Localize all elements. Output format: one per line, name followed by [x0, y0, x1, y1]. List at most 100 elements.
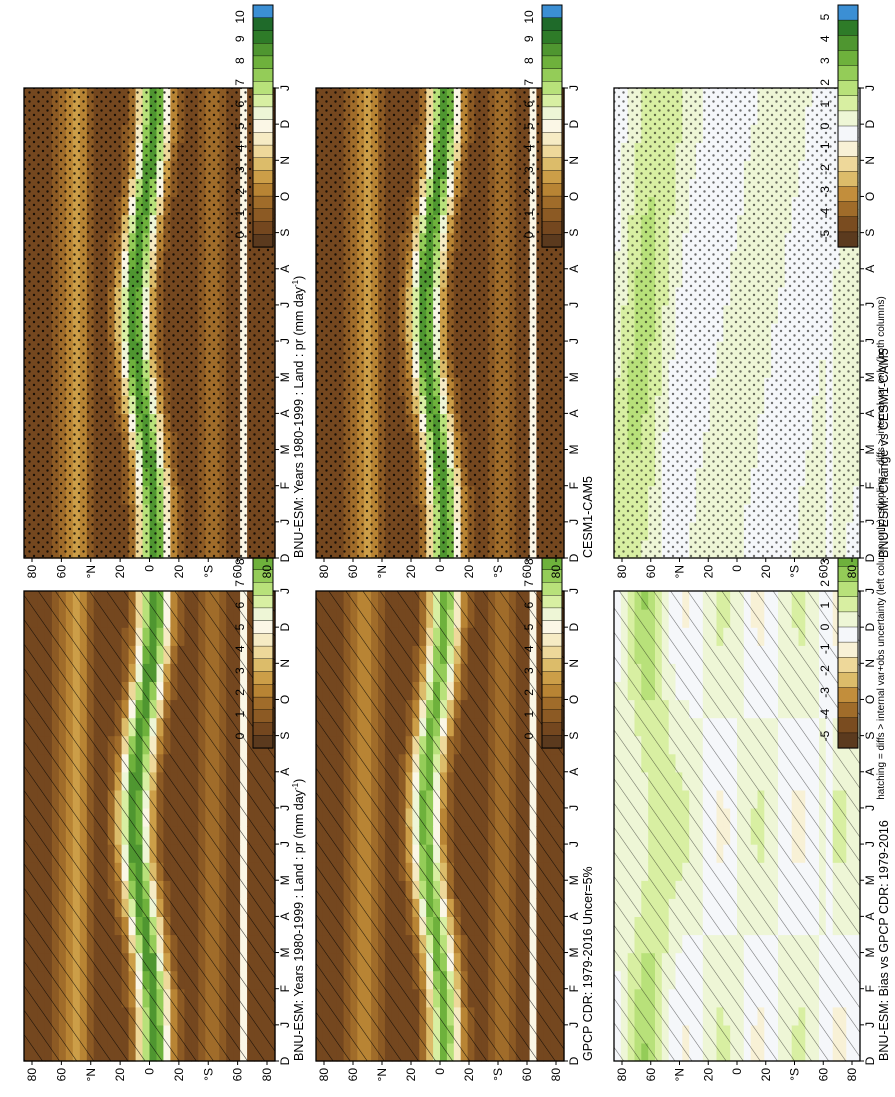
lat-tick-label: °N	[84, 565, 98, 578]
colorbar-swatch	[252, 633, 274, 647]
month-tick-label: N	[567, 156, 581, 165]
lat-tick-label: 20	[404, 1068, 418, 1082]
month-tick-label: J	[567, 1022, 581, 1028]
month-tick-label: F	[567, 985, 581, 992]
month-tick-label: S	[278, 229, 292, 237]
month-tick-label: M	[567, 372, 581, 382]
colorbar-frame	[252, 4, 274, 248]
stippling-overlay	[316, 88, 564, 558]
month-tick-label: F	[278, 985, 292, 992]
colorbar-swatch	[541, 68, 563, 82]
colorbar-swatch	[541, 595, 563, 609]
month-tick-label: A	[567, 768, 581, 776]
lat-tick-label: 0	[433, 565, 447, 572]
month-tick-label: J	[567, 805, 581, 811]
colorbar-swatch	[541, 132, 563, 146]
colorbar-swatch	[541, 183, 563, 197]
lat-tick-label: 20	[404, 565, 418, 579]
lat-tick-label: °N	[84, 1068, 98, 1081]
lat-tick-label: 20	[113, 565, 127, 579]
lat-tick-label: 60	[54, 565, 68, 579]
colorbar-swatch	[541, 582, 563, 596]
month-tick-label: N	[567, 659, 581, 668]
month-tick-label: J	[278, 519, 292, 525]
colorbar-tick-label: 9	[522, 35, 536, 42]
colorbar-swatch	[252, 221, 274, 235]
colorbar-tick-label: 3	[233, 667, 247, 674]
colorbar-swatch	[541, 43, 563, 57]
month-tick-label: A	[278, 912, 292, 920]
lat-tick-label: 80	[549, 1068, 563, 1082]
lat-tick-label: °S	[201, 565, 215, 578]
colorbar-swatch	[252, 722, 274, 736]
lat-tick-label: 20	[172, 1068, 186, 1082]
colorbar-swatch	[541, 221, 563, 235]
month-tick-label: A	[567, 912, 581, 920]
lat-tick-label: °N	[375, 1068, 389, 1081]
colorbar-swatch	[541, 157, 563, 172]
colorbar-tick-label: 1	[233, 711, 247, 718]
month-tick-label: M	[278, 445, 292, 455]
month-tick-label: M	[567, 948, 581, 958]
colorbar-swatch	[252, 195, 274, 210]
colorbar-swatch	[252, 607, 274, 622]
month-tick-label: J	[278, 302, 292, 308]
colorbar-tick-label: 3	[522, 166, 536, 173]
colorbar-tick-label: 8	[233, 558, 247, 565]
month-tick-label: J	[278, 841, 292, 847]
lat-tick-label: 0	[143, 1068, 157, 1075]
colorbar-swatch	[541, 30, 563, 44]
colorbar-tick-label: 10	[233, 10, 247, 24]
colorbar-tick-label: 7	[522, 79, 536, 86]
colorbar-tick-label: 1	[233, 210, 247, 217]
lat-tick-label: 60	[231, 1068, 245, 1082]
month-tick-label: O	[278, 192, 292, 201]
colorbar-swatch	[541, 4, 563, 19]
colorbar-tick-label: 8	[233, 57, 247, 64]
colorbar-swatch	[252, 595, 274, 609]
colorbar-swatch	[252, 208, 274, 223]
lat-tick-label: 0	[143, 565, 157, 572]
lat-tick-label: 20	[462, 1068, 476, 1082]
colorbar-tick-label: 3	[233, 166, 247, 173]
colorbar-tick-label: 0	[233, 231, 247, 238]
month-tick-label: A	[278, 265, 292, 273]
lat-tick-label: 60	[520, 1068, 534, 1082]
month-tick-label: J	[278, 588, 292, 594]
colorbar-tick-label: 7	[522, 580, 536, 587]
colorbar-tick-label: 10	[522, 10, 536, 24]
colorbar-tick-label: 7	[233, 580, 247, 587]
month-tick-label: S	[567, 229, 581, 237]
colorbar-swatch	[252, 4, 274, 19]
lat-tick-label: 80	[317, 1068, 331, 1082]
month-tick-label: S	[567, 732, 581, 740]
colorbar-swatch	[252, 93, 274, 108]
lat-tick-label: 60	[346, 1068, 360, 1082]
colorbar-tick-label: 2	[522, 689, 536, 696]
lat-tick-label: 20	[113, 1068, 127, 1082]
lat-tick-label: 20	[172, 565, 186, 579]
colorbar-swatch	[541, 645, 563, 660]
lat-tick-label: 60	[520, 565, 534, 579]
colorbar-tick-label: 6	[233, 602, 247, 609]
month-tick-label: S	[278, 732, 292, 740]
colorbar-swatch	[541, 106, 563, 121]
colorbar-tick-label: 2	[233, 689, 247, 696]
colorbar-swatch	[252, 645, 274, 660]
colorbar-tick-label: 5	[522, 122, 536, 129]
lat-tick-label: 80	[260, 1068, 274, 1082]
month-tick-label: D	[278, 119, 292, 128]
colorbar-tick-label: 4	[233, 144, 247, 151]
colorbar-swatch	[252, 43, 274, 57]
month-tick-label: J	[278, 1022, 292, 1028]
colorbar-swatch	[252, 709, 274, 724]
lat-tick-label: 60	[346, 565, 360, 579]
colorbar-swatch	[541, 170, 563, 184]
month-tick-label: A	[278, 409, 292, 417]
month-tick-label: O	[278, 695, 292, 704]
month-tick-label: J	[278, 338, 292, 344]
